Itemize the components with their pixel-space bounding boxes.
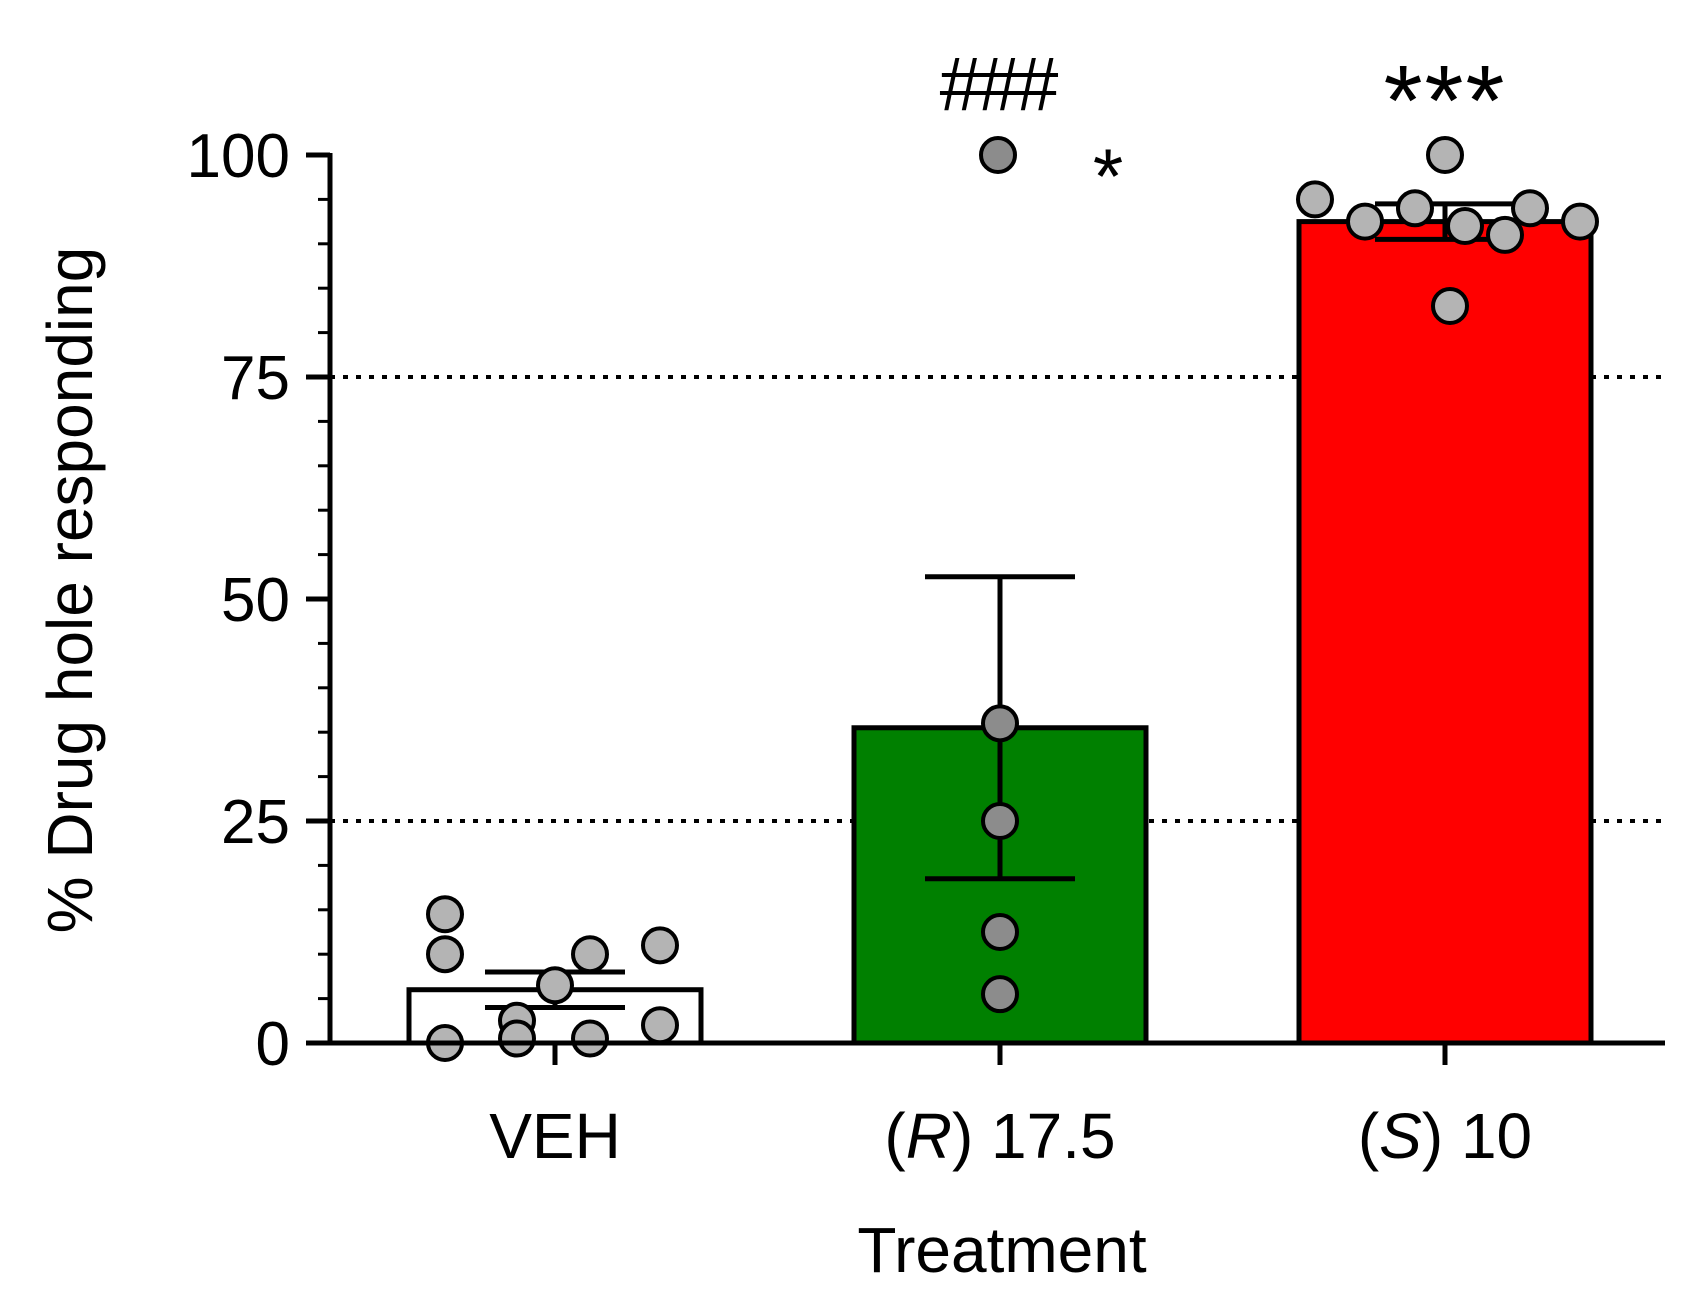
annotations: ### *** (940, 42, 1507, 157)
x-category-label: VEH (489, 1100, 621, 1172)
x-category-label: (S) 10 (1358, 1100, 1532, 1172)
y-ticks: 0 25 50 75 100 (187, 122, 330, 1079)
significance-annotation: *** (1384, 45, 1507, 157)
data-point (641, 1006, 679, 1045)
data-point (426, 895, 464, 934)
data-point (981, 704, 1019, 743)
significance-annotation: ### (940, 42, 1059, 127)
data-point (981, 975, 1019, 1014)
data-point (498, 1019, 536, 1058)
data-point (1396, 189, 1434, 228)
data-point (1426, 136, 1464, 174)
y-tick-label: 100 (187, 122, 290, 191)
data-point (1346, 202, 1384, 241)
y-tick-label: 0 (256, 1010, 290, 1079)
data-point (536, 966, 574, 1005)
bar-2 (1296, 219, 1594, 1046)
data-points: * (426, 132, 1599, 1062)
data-point (1486, 215, 1524, 254)
data-point (571, 1019, 609, 1058)
data-point (426, 935, 464, 974)
y-tick-label: 25 (221, 788, 290, 857)
data-point (1561, 202, 1599, 241)
x-categories: VEH (R) 17.5 (S) 10 (489, 1043, 1532, 1172)
data-point (571, 935, 609, 974)
x-category-label: (R) 17.5 (884, 1100, 1115, 1172)
data-point (641, 926, 679, 965)
y-tick-label: 50 (221, 566, 290, 635)
y-tick-label: 75 (221, 344, 290, 413)
x-axis-title: Treatment (857, 1214, 1147, 1286)
data-point (1511, 189, 1549, 228)
outlier-point (979, 136, 1017, 174)
data-point (981, 913, 1019, 951)
data-point (1296, 180, 1334, 219)
outlier-marker: * (1093, 132, 1123, 220)
data-point (981, 802, 1019, 840)
data-point (1431, 286, 1469, 325)
data-point (1446, 207, 1484, 246)
y-axis-title: % Drug hole responding (34, 247, 106, 934)
